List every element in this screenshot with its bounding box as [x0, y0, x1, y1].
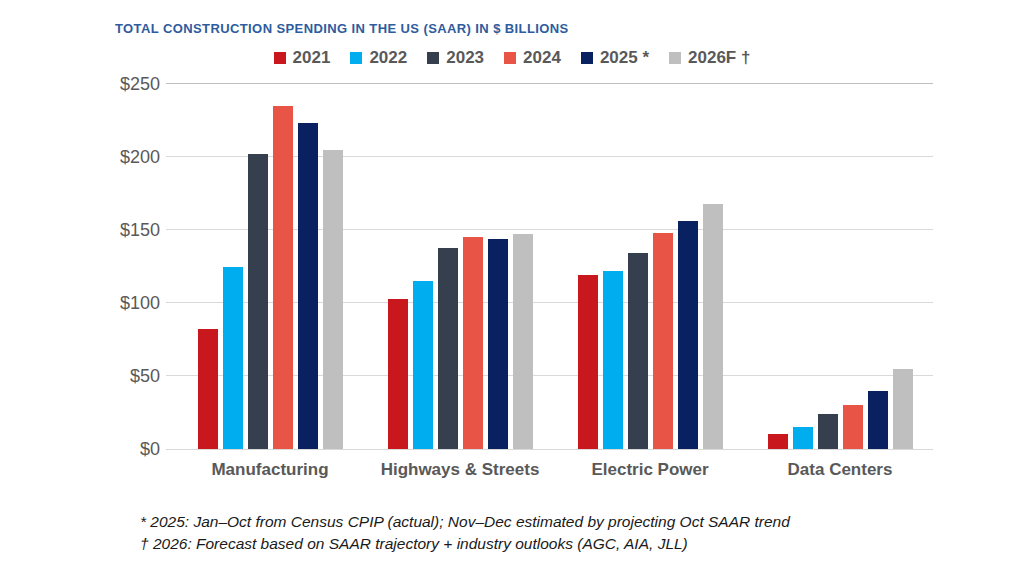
bar-2021-highways-streets	[388, 299, 408, 449]
bar-2024-highways-streets	[463, 237, 483, 449]
bar-2025-data-centers	[868, 391, 888, 449]
footnote-2025: * 2025: Jan–Oct from Census CPIP (actual…	[140, 511, 790, 533]
legend-swatch-icon	[504, 52, 516, 64]
y-tick-label: $100	[80, 293, 160, 313]
y-tick-label: $50	[80, 366, 160, 386]
legend-label: 2026F †	[688, 48, 750, 68]
bar-2026F-electric-power	[703, 204, 723, 449]
legend-item-2025: 2025 *	[581, 48, 649, 68]
y-tick-label: $250	[80, 74, 160, 94]
footnotes: * 2025: Jan–Oct from Census CPIP (actual…	[140, 511, 790, 555]
bar-2026F-highways-streets	[513, 234, 533, 449]
legend-label: 2025 *	[600, 48, 649, 68]
bar-2022-electric-power	[603, 271, 623, 449]
bar-2023-manufacturing	[248, 154, 268, 449]
x-category-label: Data Centers	[745, 460, 935, 480]
legend-swatch-icon	[274, 52, 286, 64]
gridline	[166, 449, 933, 450]
bar-2024-manufacturing	[273, 106, 293, 449]
bar-2022-data-centers	[793, 427, 813, 449]
y-tick-label: $0	[80, 439, 160, 459]
bar-2025-highways-streets	[488, 239, 508, 449]
gridline	[166, 83, 933, 84]
legend-item-2026F: 2026F †	[669, 48, 750, 68]
bar-2023-highways-streets	[438, 248, 458, 449]
bar-2021-electric-power	[578, 275, 598, 449]
legend: 2021 2022 2023 2024 2025 * 2026F †	[0, 48, 1024, 68]
bar-chart: $0$50$100$150$200$250ManufacturingHighwa…	[0, 84, 1024, 504]
legend-swatch-icon	[350, 52, 362, 64]
legend-swatch-icon	[427, 52, 439, 64]
bar-2026F-data-centers	[893, 369, 913, 449]
slide: TOTAL CONSTRUCTION SPENDING IN THE US (S…	[0, 0, 1024, 576]
bar-2023-data-centers	[818, 414, 838, 449]
bar-2022-manufacturing	[223, 267, 243, 450]
legend-label: 2023	[446, 48, 484, 68]
y-tick-label: $200	[80, 147, 160, 167]
bar-2021-manufacturing	[198, 329, 218, 449]
legend-label: 2024	[523, 48, 561, 68]
bar-2021-data-centers	[768, 434, 788, 449]
x-category-label: Electric Power	[555, 460, 745, 480]
chart-title: TOTAL CONSTRUCTION SPENDING IN THE US (S…	[115, 21, 569, 36]
bar-2025-electric-power	[678, 221, 698, 449]
legend-item-2023: 2023	[427, 48, 484, 68]
legend-swatch-icon	[669, 52, 681, 64]
bar-2026F-manufacturing	[323, 150, 343, 449]
legend-label: 2021	[293, 48, 331, 68]
plot-area	[166, 84, 933, 449]
bar-2025-manufacturing	[298, 123, 318, 449]
x-category-label: Manufacturing	[175, 460, 365, 480]
legend-label: 2022	[369, 48, 407, 68]
bar-2024-data-centers	[843, 405, 863, 449]
legend-swatch-icon	[581, 52, 593, 64]
legend-item-2024: 2024	[504, 48, 561, 68]
footnote-2026: † 2026: Forecast based on SAAR trajector…	[140, 533, 790, 555]
y-tick-label: $150	[80, 220, 160, 240]
bar-2024-electric-power	[653, 233, 673, 449]
bar-2023-electric-power	[628, 253, 648, 449]
bar-2022-highways-streets	[413, 281, 433, 449]
legend-item-2021: 2021	[274, 48, 331, 68]
legend-item-2022: 2022	[350, 48, 407, 68]
x-category-label: Highways & Streets	[365, 460, 555, 480]
